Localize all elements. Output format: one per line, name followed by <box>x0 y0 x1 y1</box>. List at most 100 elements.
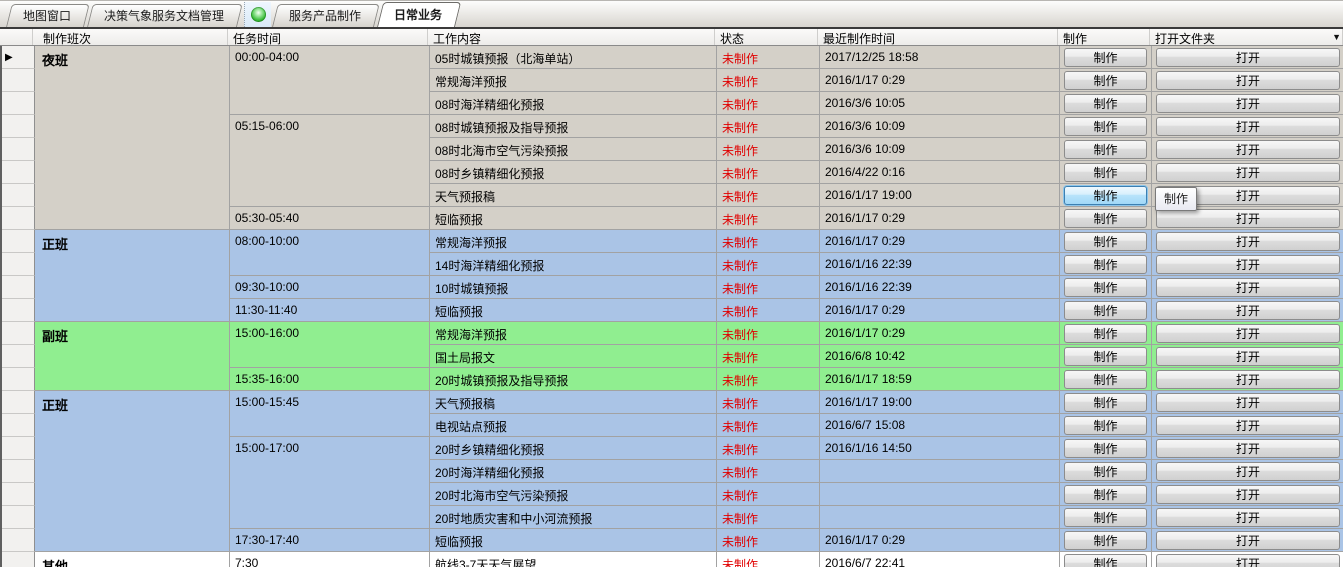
task-content-cell: 天气预报稿 <box>430 184 717 207</box>
make-button[interactable]: 制作 <box>1064 461 1147 481</box>
open-button[interactable]: 打开 <box>1156 231 1340 251</box>
open-button[interactable]: 打开 <box>1156 93 1340 113</box>
row-selector[interactable] <box>2 460 35 483</box>
open-button[interactable]: 打开 <box>1156 300 1340 320</box>
make-button[interactable]: 制作 <box>1064 116 1147 136</box>
open-button[interactable]: 打开 <box>1156 369 1340 389</box>
row-selector[interactable] <box>2 437 35 460</box>
row-selector[interactable] <box>2 92 35 115</box>
row-selector[interactable] <box>2 115 35 138</box>
open-button[interactable]: 打开 <box>1156 438 1340 458</box>
open-button[interactable]: 打开 <box>1156 116 1340 136</box>
open-button[interactable]: 打开 <box>1156 530 1340 550</box>
row-selector[interactable] <box>2 552 35 567</box>
task-last-time-cell: 2016/1/17 0:29 <box>820 230 1060 253</box>
open-button[interactable]: 打开 <box>1156 346 1340 366</box>
task-status-cell: 未制作 <box>717 368 820 391</box>
open-cell: 打开 <box>1152 184 1343 207</box>
make-button[interactable]: 制作 <box>1064 277 1147 297</box>
task-content-cell: 10时城镇预报 <box>430 276 717 299</box>
make-button[interactable]: 制作 <box>1064 484 1147 504</box>
row-selector[interactable] <box>2 506 35 529</box>
row-selector[interactable] <box>2 69 35 92</box>
row-selector[interactable] <box>2 184 35 207</box>
make-button[interactable]: 制作 <box>1064 369 1147 389</box>
make-button[interactable]: 制作 <box>1064 438 1147 458</box>
open-button[interactable]: 打开 <box>1156 254 1340 274</box>
row-selector[interactable] <box>2 322 35 345</box>
open-button[interactable]: 打开 <box>1156 277 1340 297</box>
tab-product-making[interactable]: 服务产品制作 <box>272 4 374 27</box>
task-last-time-cell: 2017/12/25 18:58 <box>820 46 1060 69</box>
row-selector[interactable] <box>2 529 35 552</box>
open-button[interactable]: 打开 <box>1156 139 1340 159</box>
tab-label: 日常业务 <box>394 8 443 22</box>
make-button[interactable]: 制作 <box>1064 346 1147 366</box>
task-status-cell: 未制作 <box>717 184 820 207</box>
make-button[interactable]: 制作 <box>1064 139 1147 159</box>
row-selector[interactable] <box>2 207 35 230</box>
make-button[interactable]: 制作 <box>1064 47 1147 67</box>
make-button[interactable]: 制作 <box>1064 553 1147 567</box>
open-button[interactable]: 打开 <box>1156 507 1340 527</box>
row-selector[interactable] <box>2 138 35 161</box>
row-selector[interactable]: ▶ <box>2 46 35 69</box>
open-button[interactable]: 打开 <box>1156 415 1340 435</box>
make-button[interactable]: 制作 <box>1064 254 1147 274</box>
make-button[interactable]: 制作 <box>1064 70 1147 90</box>
header-work-content[interactable]: 工作内容 <box>428 29 715 45</box>
make-button[interactable]: 制作 <box>1064 392 1147 412</box>
open-button[interactable]: 打开 <box>1156 185 1340 205</box>
make-button[interactable]: 制作 <box>1064 415 1147 435</box>
open-button[interactable]: 打开 <box>1156 461 1340 481</box>
open-button[interactable]: 打开 <box>1156 47 1340 67</box>
row-selector[interactable] <box>2 299 35 322</box>
open-button[interactable]: 打开 <box>1156 208 1340 228</box>
task-content-cell: 20时海洋精细化预报 <box>430 460 717 483</box>
open-cell: 打开 <box>1152 276 1343 299</box>
row-selector[interactable] <box>2 368 35 391</box>
make-button[interactable]: 制作 <box>1064 323 1147 343</box>
header-status[interactable]: 状态 <box>715 29 818 45</box>
green-ball-button[interactable] <box>244 2 272 27</box>
header-last-make-time[interactable]: 最近制作时间 <box>818 29 1058 45</box>
task-last-time-cell: 2016/1/17 0:29 <box>820 207 1060 230</box>
make-button[interactable]: 制作 <box>1064 530 1147 550</box>
tab-daily-business[interactable]: 日常业务 <box>377 2 455 27</box>
header-open-folder[interactable]: 打开文件夹 <box>1150 29 1343 45</box>
row-selector[interactable] <box>2 253 35 276</box>
task-last-time-cell: 2016/6/8 10:42 <box>820 345 1060 368</box>
row-selector[interactable] <box>2 414 35 437</box>
row-selector[interactable] <box>2 161 35 184</box>
task-last-time-cell <box>820 483 1060 506</box>
make-button[interactable]: 制作 <box>1064 162 1147 182</box>
open-button[interactable]: 打开 <box>1156 484 1340 504</box>
header-make[interactable]: 制作 <box>1058 29 1150 45</box>
tab-doc-management[interactable]: 决策气象服务文档管理 <box>87 4 237 27</box>
task-status-cell: 未制作 <box>717 115 820 138</box>
make-button[interactable]: 制作 <box>1064 185 1147 205</box>
row-selector[interactable] <box>2 230 35 253</box>
row-selector[interactable] <box>2 391 35 414</box>
header-shift[interactable]: 制作班次 <box>33 29 228 45</box>
open-button[interactable]: 打开 <box>1156 323 1340 343</box>
make-button[interactable]: 制作 <box>1064 93 1147 113</box>
open-button[interactable]: 打开 <box>1156 553 1340 567</box>
task-content-cell: 08时北海市空气污染预报 <box>430 138 717 161</box>
row-selector[interactable] <box>2 345 35 368</box>
make-button[interactable]: 制作 <box>1064 507 1147 527</box>
header-dropdown-icon[interactable]: ▼ <box>1332 32 1341 42</box>
open-button[interactable]: 打开 <box>1156 162 1340 182</box>
task-status-cell: 未制作 <box>717 437 820 460</box>
row-selector[interactable] <box>2 483 35 506</box>
open-button[interactable]: 打开 <box>1156 392 1340 412</box>
row-selector[interactable] <box>2 276 35 299</box>
open-button[interactable]: 打开 <box>1156 70 1340 90</box>
tab-map-window[interactable]: 地图窗口 <box>6 4 84 27</box>
header-task-time[interactable]: 任务时间 <box>228 29 428 45</box>
shift-cell: 其他 <box>35 552 230 567</box>
make-button[interactable]: 制作 <box>1064 231 1147 251</box>
make-button[interactable]: 制作 <box>1064 208 1147 228</box>
open-cell: 打开 <box>1152 230 1343 253</box>
make-button[interactable]: 制作 <box>1064 300 1147 320</box>
